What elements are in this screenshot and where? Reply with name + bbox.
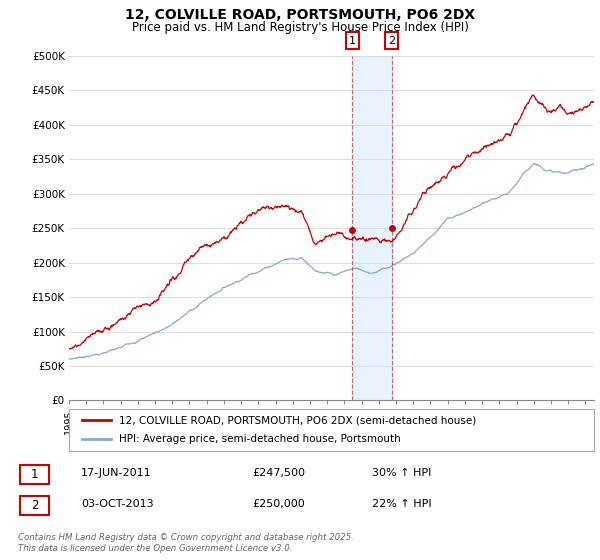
Text: 2: 2 [388,35,395,45]
Text: 12, COLVILLE ROAD, PORTSMOUTH, PO6 2DX (semi-detached house): 12, COLVILLE ROAD, PORTSMOUTH, PO6 2DX (… [119,415,476,425]
Text: 12, COLVILLE ROAD, PORTSMOUTH, PO6 2DX: 12, COLVILLE ROAD, PORTSMOUTH, PO6 2DX [125,8,475,22]
Text: HPI: Average price, semi-detached house, Portsmouth: HPI: Average price, semi-detached house,… [119,435,401,445]
Text: 22% ↑ HPI: 22% ↑ HPI [372,499,431,509]
Text: Contains HM Land Registry data © Crown copyright and database right 2025.
This d: Contains HM Land Registry data © Crown c… [18,533,354,553]
FancyBboxPatch shape [20,465,49,484]
Text: £247,500: £247,500 [252,468,305,478]
FancyBboxPatch shape [20,496,49,515]
Text: 1: 1 [349,35,356,45]
Text: Price paid vs. HM Land Registry's House Price Index (HPI): Price paid vs. HM Land Registry's House … [131,21,469,34]
Bar [352,56,392,400]
Text: 1: 1 [31,468,38,482]
FancyBboxPatch shape [69,409,594,451]
Text: 2: 2 [31,499,38,512]
Text: 30% ↑ HPI: 30% ↑ HPI [372,468,431,478]
Text: 03-OCT-2013: 03-OCT-2013 [81,499,154,509]
Text: £250,000: £250,000 [252,499,305,509]
Text: 17-JUN-2011: 17-JUN-2011 [81,468,152,478]
